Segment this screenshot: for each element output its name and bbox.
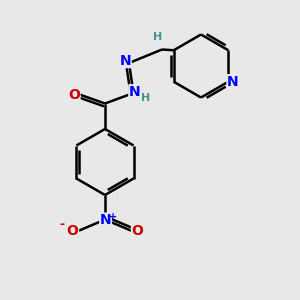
Text: H: H — [153, 32, 162, 42]
Text: -: - — [60, 218, 65, 231]
Text: O: O — [67, 224, 79, 238]
Text: N: N — [227, 75, 238, 89]
Text: N: N — [129, 85, 140, 99]
Text: N: N — [100, 213, 111, 227]
Text: O: O — [68, 88, 80, 101]
Text: H: H — [142, 93, 151, 103]
Text: O: O — [131, 224, 143, 238]
Text: N: N — [120, 54, 131, 68]
Text: +: + — [109, 212, 118, 222]
